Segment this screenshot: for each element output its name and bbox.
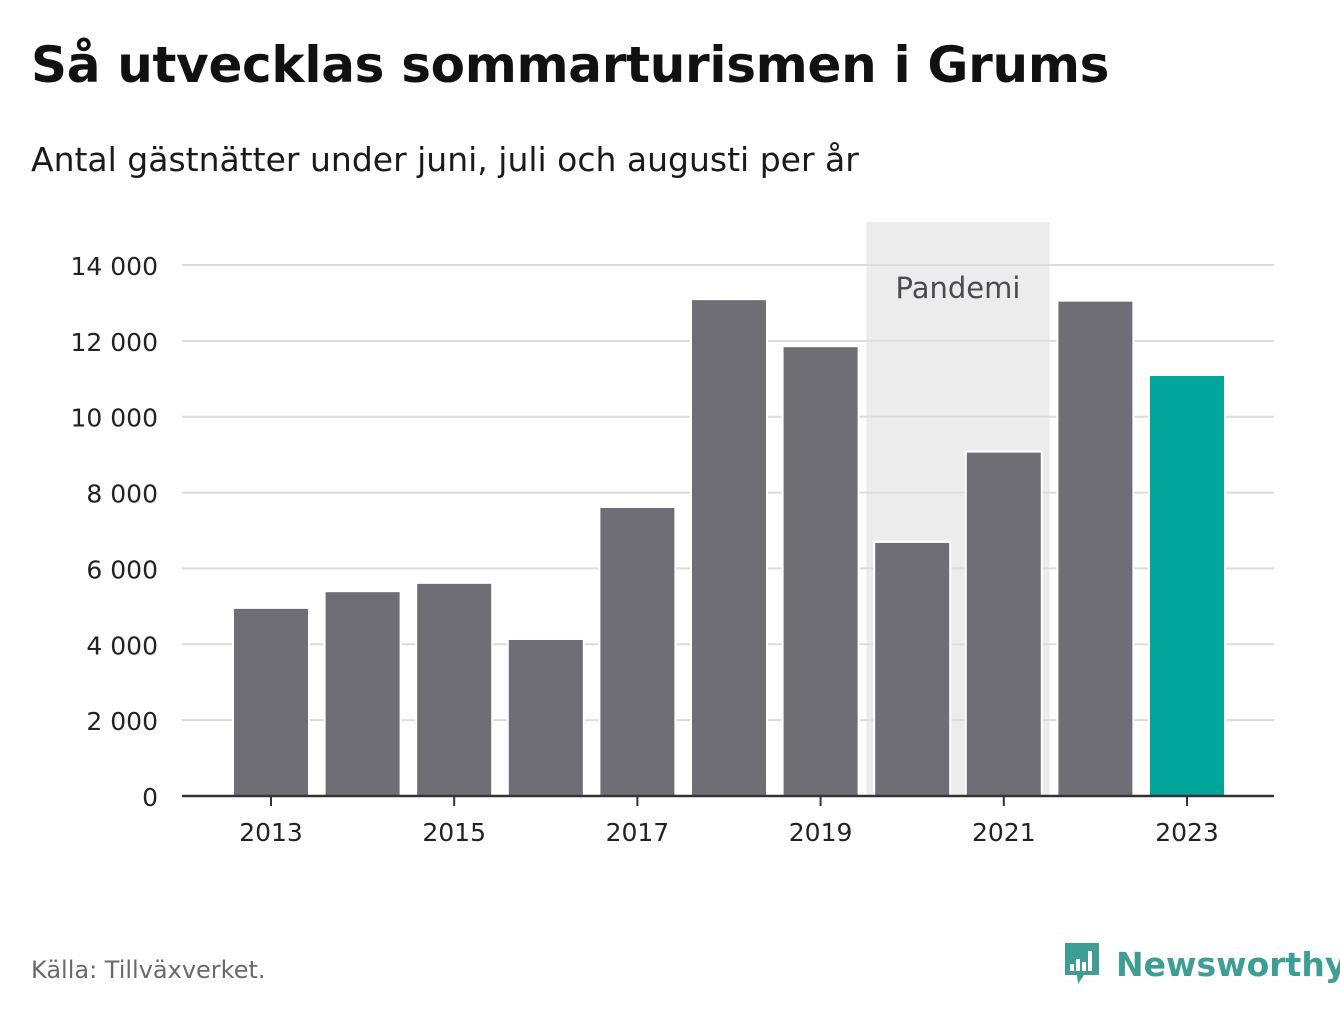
x-tick-label: 2013 [239, 818, 303, 847]
y-tick-label: 8 000 [86, 480, 158, 509]
y-tick-label: 2 000 [86, 707, 158, 736]
brand-name: Newsworthy [1116, 944, 1340, 984]
y-tick-label: 12 000 [71, 328, 158, 357]
x-tick-label: 2017 [606, 818, 670, 847]
bar-2023 [1148, 373, 1226, 797]
x-tick-label: 2023 [1155, 818, 1219, 847]
y-tick-label: 4 000 [86, 631, 158, 660]
bar-2014 [323, 590, 402, 798]
x-tick-label: 2021 [972, 818, 1036, 847]
newsworthy-bar-chart-icon [1065, 943, 1099, 984]
bar-2021 [964, 450, 1043, 797]
bar-2016 [506, 637, 585, 797]
bar-2017 [598, 505, 677, 797]
y-tick-label: 6 000 [86, 555, 158, 584]
source-note: Källa: Tillväxverket. [31, 956, 266, 984]
bar-2020 [873, 540, 952, 798]
y-tick-label: 0 [142, 783, 158, 812]
chart-subtitle: Antal gästnätter under juni, juli och au… [31, 140, 859, 179]
bar-2013 [232, 606, 310, 797]
bar-2019 [781, 345, 860, 797]
brand-logo: Newsworthy [1062, 940, 1340, 988]
bar-2022 [1056, 299, 1135, 797]
y-tick-label: 10 000 [71, 404, 158, 433]
x-tick-label: 2015 [422, 818, 486, 847]
x-tick-label: 2019 [789, 818, 853, 847]
bar-2015 [415, 581, 494, 797]
y-tick-label: 14 000 [71, 252, 158, 281]
chart-title: Så utvecklas sommarturismen i Grums [31, 36, 1110, 94]
pandemic-region-label: Pandemi [896, 271, 1021, 305]
bar-2018 [690, 298, 768, 797]
